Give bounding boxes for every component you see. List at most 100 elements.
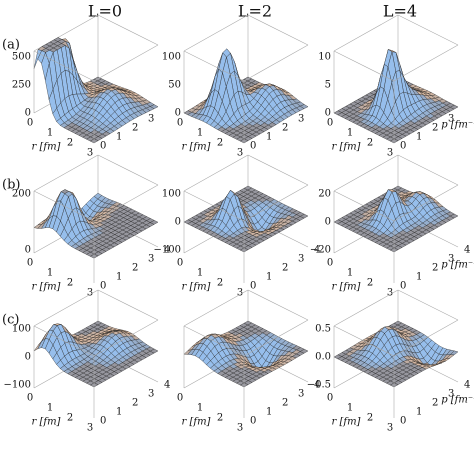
box-edge (397, 289, 459, 321)
p-tick-label: 3 (448, 254, 454, 265)
box-edge (93, 44, 159, 82)
r-tick-label: 2 (367, 278, 373, 289)
p-tick-label: 2 (432, 398, 438, 409)
z-tick-label: 100 (162, 189, 181, 200)
surface-plot (333, 154, 459, 283)
r-axis-label: r [fm] (32, 417, 61, 428)
r-tick-label: 0 (27, 393, 33, 404)
r-tick-label: 1 (47, 128, 53, 139)
z-tick-label: −20 (310, 244, 331, 255)
r-tick-label: 3 (387, 148, 393, 159)
box-edge (97, 289, 159, 321)
p-tick-label: 2 (132, 123, 138, 134)
surface-plot (183, 14, 309, 144)
r-axis-label: r [fm] (32, 282, 61, 293)
r-tick-label: 3 (87, 423, 93, 434)
p-tick-label: 0 (250, 416, 256, 427)
p-tick-label: 1 (266, 272, 272, 283)
r-tick-label: 3 (87, 148, 93, 159)
r-tick-label: 1 (347, 268, 353, 279)
r-tick-label: 2 (217, 138, 223, 149)
p-tick-label: 3 (148, 254, 154, 265)
p-tick-label: 0 (100, 141, 106, 152)
z-tick-label: 250 (12, 80, 31, 91)
p-tick-label: 3 (148, 114, 154, 125)
r-axis-label: r [fm] (182, 142, 211, 153)
surface-plot (33, 154, 159, 283)
r-tick-label: 1 (197, 268, 203, 279)
p-tick-label: 4 (314, 380, 320, 391)
z-tick-label: 5 (325, 80, 331, 91)
box-edge (397, 154, 459, 186)
p-tick-label: 1 (116, 132, 122, 143)
z-tick-label: 500 (12, 52, 31, 63)
r-axis-label: r [fm] (332, 142, 361, 153)
box-edge (333, 50, 395, 82)
box-edge (183, 325, 245, 357)
r-tick-label: 1 (347, 403, 353, 414)
z-tick-label: 0.0 (315, 352, 331, 363)
box-edge (93, 184, 159, 222)
p-tick-label: 1 (416, 407, 422, 418)
box-edge (333, 154, 399, 192)
p-tick-label: 3 (298, 389, 304, 400)
p-tick-label: 4 (464, 380, 470, 391)
p-tick-label: 4 (464, 245, 470, 256)
p-tick-label: 1 (116, 407, 122, 418)
box-edge (243, 184, 309, 222)
box-edge (183, 190, 245, 222)
z-tick-label: 200 (12, 189, 31, 200)
z-tick-label: 0.5 (315, 324, 331, 335)
p-tick-label: 2 (282, 263, 288, 274)
z-tick-label: 20 (318, 189, 331, 200)
p-axis-label: p [fm⁻¹] (441, 260, 474, 271)
r-tick-label: 0 (177, 258, 183, 269)
p-tick-label: 0 (400, 416, 406, 427)
surface-plot (33, 14, 159, 144)
p-tick-label: 3 (148, 389, 154, 400)
r-tick-label: 1 (47, 403, 53, 414)
r-tick-label: 3 (237, 148, 243, 159)
r-tick-label: 0 (27, 118, 33, 129)
z-tick-label: 0 (25, 352, 31, 363)
p-tick-label: 1 (116, 272, 122, 283)
p-tick-label: 0 (400, 141, 406, 152)
r-tick-label: 0 (327, 258, 333, 269)
p-tick-label: 4 (314, 245, 320, 256)
p-tick-label: 1 (416, 132, 422, 143)
row-label: (c) (2, 313, 19, 328)
p-tick-label: 3 (448, 114, 454, 125)
surface-plot (333, 289, 459, 418)
r-axis-label: r [fm] (182, 282, 211, 293)
surface-plot (33, 289, 159, 418)
box-edge (333, 325, 395, 357)
box-edge (33, 190, 95, 222)
box-edge (247, 289, 309, 321)
r-tick-label: 2 (67, 413, 73, 424)
r-tick-label: 3 (387, 288, 393, 299)
p-tick-label: 3 (448, 389, 454, 400)
r-tick-label: 0 (177, 118, 183, 129)
r-tick-label: 1 (197, 403, 203, 414)
surface-plot (183, 289, 309, 418)
box-edge (243, 319, 309, 357)
p-tick-label: 1 (416, 272, 422, 283)
p-tick-label: 2 (432, 263, 438, 274)
z-tick-label: 50 (168, 80, 181, 91)
box-edge (333, 190, 395, 222)
p-tick-label: 4 (164, 380, 170, 391)
p-tick-label: 2 (132, 398, 138, 409)
box-edge (393, 44, 459, 82)
r-axis-label: r [fm] (32, 142, 61, 153)
p-tick-label: 0 (100, 281, 106, 292)
r-tick-label: 0 (177, 393, 183, 404)
p-axis-label: p [fm⁻¹] (441, 120, 474, 131)
p-tick-label: 3 (298, 114, 304, 125)
r-tick-label: 3 (387, 423, 393, 434)
p-tick-label: 0 (250, 281, 256, 292)
p-tick-label: 0 (250, 141, 256, 152)
box-edge (183, 50, 245, 82)
box-edge (247, 154, 309, 186)
r-tick-label: 2 (217, 278, 223, 289)
